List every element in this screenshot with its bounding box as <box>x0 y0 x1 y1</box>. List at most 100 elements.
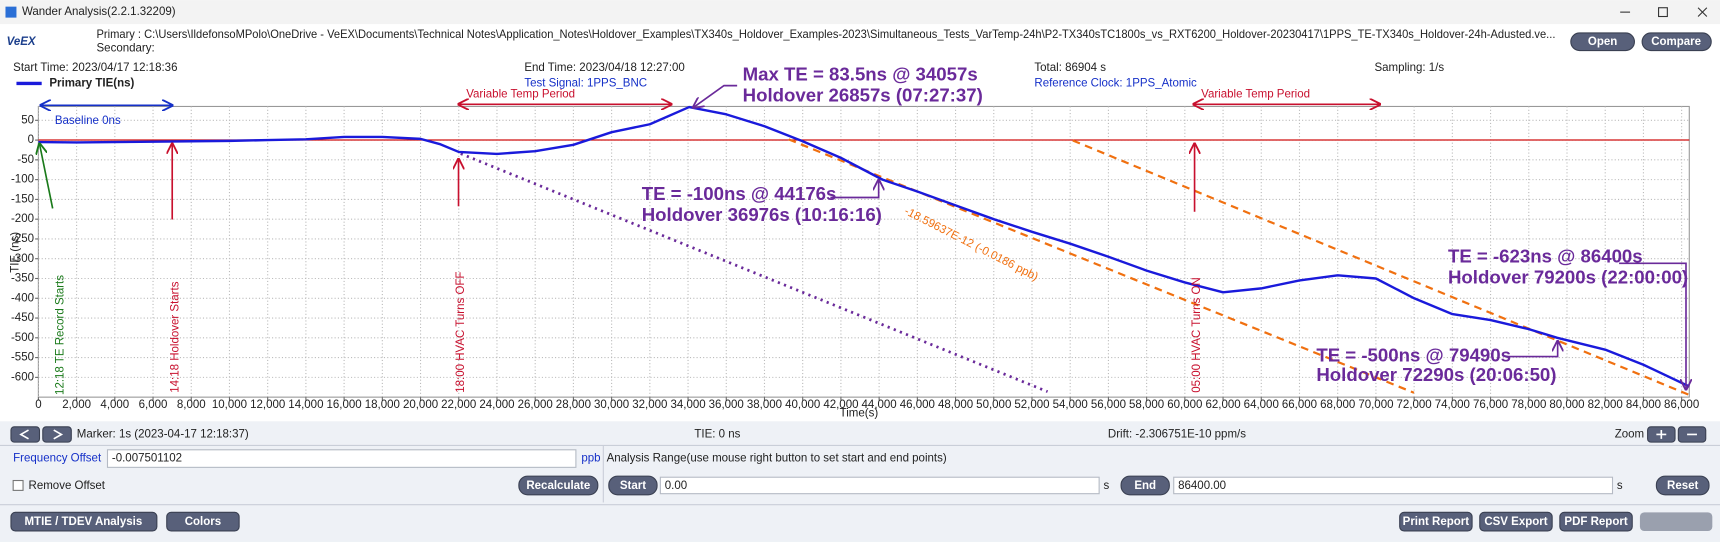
y-tick-label: 0 <box>28 134 34 146</box>
start-value: 0.00 <box>665 480 687 492</box>
next-button[interactable] <box>42 426 72 443</box>
compare-button[interactable]: Compare <box>1641 32 1712 52</box>
end-input[interactable] <box>1173 476 1614 495</box>
end-button[interactable]: End <box>1120 475 1170 496</box>
mtie-button[interactable]: MTIE / TDEV Analysis <box>10 511 158 532</box>
button-label: Reset <box>1667 480 1698 492</box>
secondary-file: Secondary: <box>97 42 155 54</box>
annotation: Holdover 72290s (20:06:50) <box>1316 364 1556 385</box>
y-tick-label: -200 <box>11 213 34 225</box>
y-tick-label: -550 <box>11 352 34 364</box>
annotation: Variable Temp Period <box>466 88 575 100</box>
x-tick-label: 38,000 <box>747 399 782 411</box>
arrow <box>1505 341 1558 358</box>
pdf-button[interactable]: PDF Report <box>1559 511 1633 532</box>
primary-file: Primary : C:\Users\IldefonsoMPolo\OneDri… <box>97 29 1556 41</box>
zoom-out[interactable] <box>1677 426 1707 443</box>
y-tick-label: -250 <box>11 233 34 245</box>
print-button[interactable]: Print Report <box>1399 511 1473 532</box>
frequency-offset-label: Frequency Offset <box>13 453 102 465</box>
total: Total: 86904 s <box>1034 62 1106 74</box>
x-tick-label: 60,000 <box>1167 399 1202 411</box>
arrow <box>39 144 54 209</box>
marker: Marker: 1s (2023-04-17 12:18:37) <box>77 428 249 440</box>
maximize[interactable] <box>1658 7 1668 18</box>
y-tick-label: -300 <box>11 253 34 265</box>
x-tick-label: 76,000 <box>1473 399 1508 411</box>
x-tick-label: 16,000 <box>327 399 362 411</box>
unit: s <box>1104 480 1110 492</box>
start-time: Start Time: 2023/04/17 12:18:36 <box>13 62 177 74</box>
end-time: End Time: 2023/04/18 12:27:00 <box>524 62 684 74</box>
annotation: Max TE = 83.5ns @ 34057s <box>743 64 978 85</box>
x-tick-label: 64,000 <box>1244 399 1279 411</box>
x-tick-label: 8,000 <box>177 399 206 411</box>
disabled-button <box>1639 512 1713 531</box>
start-button[interactable]: Start <box>608 475 658 496</box>
y-tick-label: -350 <box>11 273 34 285</box>
button-label: MTIE / TDEV Analysis <box>24 516 142 528</box>
button-label: Compare <box>1651 36 1701 48</box>
x-tick-label: 44,000 <box>862 399 897 411</box>
x-tick-label: 26,000 <box>518 399 553 411</box>
start-input[interactable] <box>659 476 1100 495</box>
annotation: 12:18 TE Record Starts <box>54 275 66 395</box>
x-tick-label: 48,000 <box>938 399 973 411</box>
prev-button[interactable] <box>10 426 41 443</box>
x-tick-label: 20,000 <box>403 399 438 411</box>
annotation: Holdover 36976s (10:16:16) <box>642 204 882 225</box>
x-tick-label: 80,000 <box>1549 399 1584 411</box>
x-tick-label: 32,000 <box>632 399 667 411</box>
orange-trend <box>788 138 1415 394</box>
button-label: Open <box>1588 36 1617 48</box>
annotation: Baseline 0ns <box>55 115 121 127</box>
y-tick-label: -600 <box>11 371 34 383</box>
window-title: Wander Analysis(2.2.1.32209) <box>22 6 176 18</box>
zoom-label: Zoom <box>1615 428 1644 440</box>
zoom-in[interactable] <box>1647 426 1676 443</box>
header <box>0 24 1720 60</box>
logo: VeEX <box>7 36 37 48</box>
x-tick-label: 82,000 <box>1588 399 1623 411</box>
x-tick-label: 10,000 <box>212 399 247 411</box>
x-tick-label: 24,000 <box>479 399 514 411</box>
x-tick-label: 54,000 <box>1053 399 1088 411</box>
frequency-offset-input[interactable] <box>106 449 577 468</box>
y-tick-label: -150 <box>11 193 34 205</box>
y-tick-label: -500 <box>11 332 34 344</box>
x-tick-label: 52,000 <box>1014 399 1049 411</box>
x-tick-label: 78,000 <box>1511 399 1546 411</box>
y-tick-label: 50 <box>21 114 34 126</box>
x-tick-label: 74,000 <box>1435 399 1470 411</box>
sampling: Sampling: 1/s <box>1374 62 1444 74</box>
x-tick-label: 12,000 <box>250 399 285 411</box>
x-tick-label: 68,000 <box>1320 399 1355 411</box>
annotation: 14:18 Holdover Starts <box>170 281 182 392</box>
annotation: 05:00 HVAC Turns ON <box>1191 277 1203 392</box>
arrow <box>830 180 878 199</box>
remove-offset-checkbox[interactable] <box>12 479 24 491</box>
arrow <box>1619 262 1686 389</box>
button-label: End <box>1134 480 1156 492</box>
y-tick-label: -450 <box>11 312 34 324</box>
x-tick-label: 42,000 <box>823 399 858 411</box>
x-tick-label: 4,000 <box>100 399 129 411</box>
colors-button[interactable]: Colors <box>166 511 240 532</box>
purple-trend <box>460 152 1049 393</box>
x-tick-label: 58,000 <box>1129 399 1164 411</box>
arrow <box>693 84 738 108</box>
x-tick-label: 84,000 <box>1626 399 1661 411</box>
csv-button[interactable]: CSV Export <box>1479 511 1553 532</box>
reset-button[interactable]: Reset <box>1655 475 1710 496</box>
series-line <box>38 105 1690 388</box>
x-tick-label: 70,000 <box>1358 399 1393 411</box>
close[interactable] <box>1697 7 1708 17</box>
recalculate-button[interactable]: Recalculate <box>518 475 599 496</box>
unit: s <box>1617 480 1623 492</box>
open-button[interactable]: Open <box>1570 32 1635 52</box>
y-tick-label: -400 <box>11 292 34 304</box>
remove-offset-label: Remove Offset <box>29 480 106 492</box>
analysis-range: Analysis Range(use mouse right button to… <box>607 453 947 465</box>
y-tick-label: -100 <box>11 174 34 186</box>
